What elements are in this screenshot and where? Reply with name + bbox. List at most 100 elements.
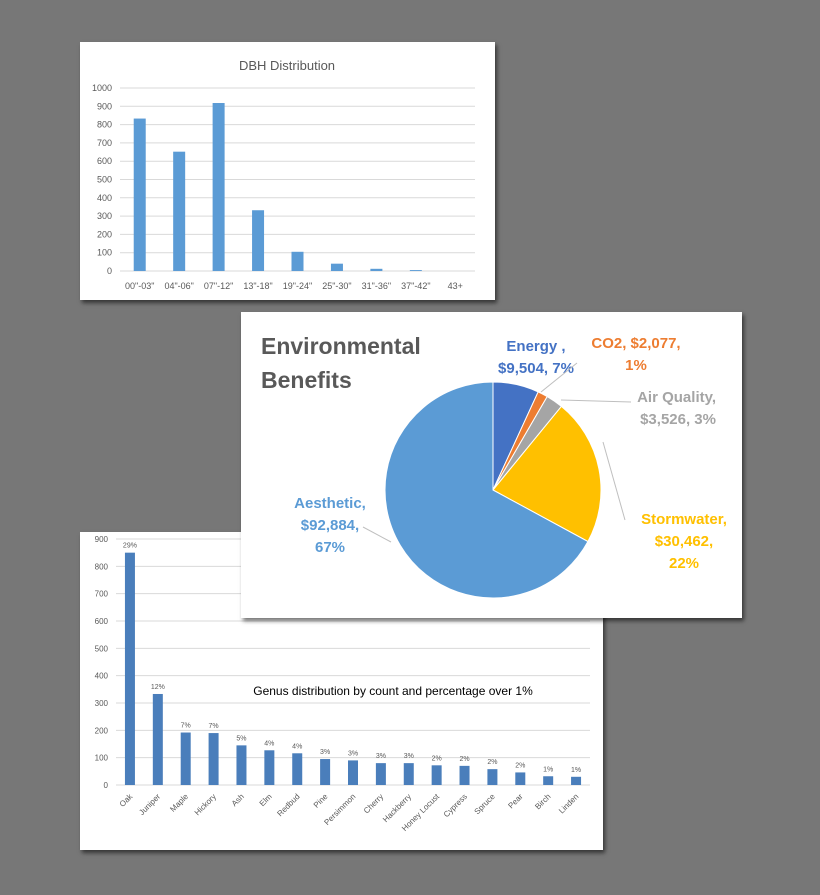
y-tick-label: 200 [95, 726, 109, 735]
bar-13-18- [252, 210, 265, 271]
x-tick-label: 37"-42" [401, 281, 430, 291]
bar-pear [515, 772, 526, 785]
y-tick-label: 400 [95, 672, 109, 681]
bar-31-36- [370, 268, 383, 271]
y-tick-label: 900 [97, 101, 112, 111]
bar-cherry [375, 763, 386, 785]
y-tick-label: 500 [97, 175, 112, 185]
y-tick-label: 700 [95, 590, 109, 599]
bar-redbud [292, 753, 303, 785]
y-tick-label: 100 [97, 248, 112, 258]
x-tick-label: Redbud [275, 792, 301, 818]
bar-37-42- [409, 270, 422, 271]
x-tick-label: Hickory [193, 792, 218, 817]
y-tick-label: 500 [95, 644, 109, 653]
slice-label-value: $92,884, [301, 517, 359, 534]
slice-label-name: Energy , [506, 338, 565, 355]
x-tick-label: Pine [312, 792, 330, 810]
bar-linden [571, 776, 582, 785]
chart-title-line2: Benefits [261, 367, 352, 393]
data-label: 3% [376, 753, 386, 760]
bar-cypress [459, 765, 470, 785]
data-label: 29% [123, 543, 137, 550]
x-tick-label: 25"-30" [322, 281, 351, 291]
data-label: 2% [432, 755, 442, 762]
y-tick-label: 900 [95, 535, 109, 544]
x-tick-label: Maple [168, 792, 190, 814]
bar-juniper [152, 693, 163, 785]
slice-label-percent: 67% [315, 539, 345, 556]
bar-04-06- [173, 151, 186, 271]
data-label: 3% [348, 750, 358, 757]
leader-line [602, 441, 626, 521]
slice-label-percent: 22% [669, 555, 699, 572]
bar-hickory [208, 733, 219, 785]
x-tick-label: 31"-36" [362, 281, 391, 291]
x-tick-label: Pear [506, 792, 525, 811]
x-tick-label: Cherry [362, 792, 385, 815]
x-tick-label: 43+ [448, 281, 463, 291]
chart-title-line1: Environmental [261, 333, 421, 359]
leader-line [540, 362, 578, 393]
x-tick-label: 19"-24" [283, 281, 312, 291]
data-label: 2% [487, 759, 497, 766]
data-label: 7% [209, 723, 219, 730]
x-tick-label: 04"-06" [164, 281, 193, 291]
x-tick-label: 07"-12" [204, 281, 233, 291]
bar-persimmon [348, 760, 358, 785]
pie-slice-aesthetic [384, 381, 589, 599]
data-label: 3% [320, 749, 330, 756]
bar-25-30- [330, 263, 343, 271]
data-label: 2% [459, 756, 469, 763]
y-tick-label: 300 [95, 699, 109, 708]
data-label: 3% [404, 753, 414, 760]
chart-title: Genus distribution by count and percenta… [253, 684, 533, 698]
data-label: 12% [151, 684, 165, 691]
y-tick-label: 0 [104, 781, 109, 790]
x-tick-label: Elm [258, 792, 274, 808]
y-tick-label: 700 [97, 138, 112, 148]
chart-title: DBH Distribution [239, 58, 335, 73]
slice-label-percent: 1% [625, 357, 647, 374]
bar-honey-locust [431, 765, 442, 785]
pie-slice-stormwater [492, 405, 602, 543]
bar-oak [124, 552, 135, 785]
slice-label-name: Stormwater, [641, 511, 727, 528]
x-tick-label: Ash [230, 792, 246, 808]
slice-label-name: Aesthetic, [294, 495, 366, 512]
data-label: 7% [181, 723, 191, 730]
slice-label-name: CO2, $2,077, [591, 335, 680, 352]
slice-label-value: $30,462, [655, 533, 713, 550]
bar-hackberry [403, 763, 414, 785]
bar-elm [264, 750, 275, 785]
y-tick-label: 100 [95, 754, 109, 763]
leader-line [362, 526, 392, 543]
x-tick-label: Juniper [137, 792, 162, 817]
y-tick-label: 800 [97, 120, 112, 130]
bar-maple [180, 732, 191, 785]
y-tick-label: 300 [97, 211, 112, 221]
data-label: 2% [515, 762, 525, 769]
x-tick-label: Oak [118, 791, 135, 808]
x-tick-label: Linden [557, 792, 580, 815]
bar-19-24- [291, 251, 304, 271]
x-tick-label: 13"-18" [243, 281, 272, 291]
dbh-distribution-chart: DBH Distribution 0 100 200 300 400 500 600 700 80… [80, 42, 495, 300]
y-tick-label: 800 [95, 562, 109, 571]
x-tick-label: Birch [533, 792, 552, 811]
data-label: 4% [264, 740, 274, 747]
x-tick-label: 00"-03" [125, 281, 154, 291]
bar-birch [543, 776, 554, 785]
leader-line [560, 399, 632, 403]
bar-00-03- [133, 118, 146, 271]
slice-label-name: Air Quality, [637, 389, 716, 406]
bar-spruce [487, 769, 498, 785]
x-tick-label: Spruce [473, 792, 498, 817]
y-tick-label: 200 [97, 229, 112, 239]
data-label: 1% [571, 767, 581, 774]
x-tick-label: Cypress [442, 792, 469, 819]
slice-label-value: $9,504, 7% [498, 360, 574, 377]
y-tick-label: 600 [95, 617, 109, 626]
data-label: 1% [543, 766, 553, 773]
slice-label-value: $3,526, 3% [640, 411, 716, 428]
